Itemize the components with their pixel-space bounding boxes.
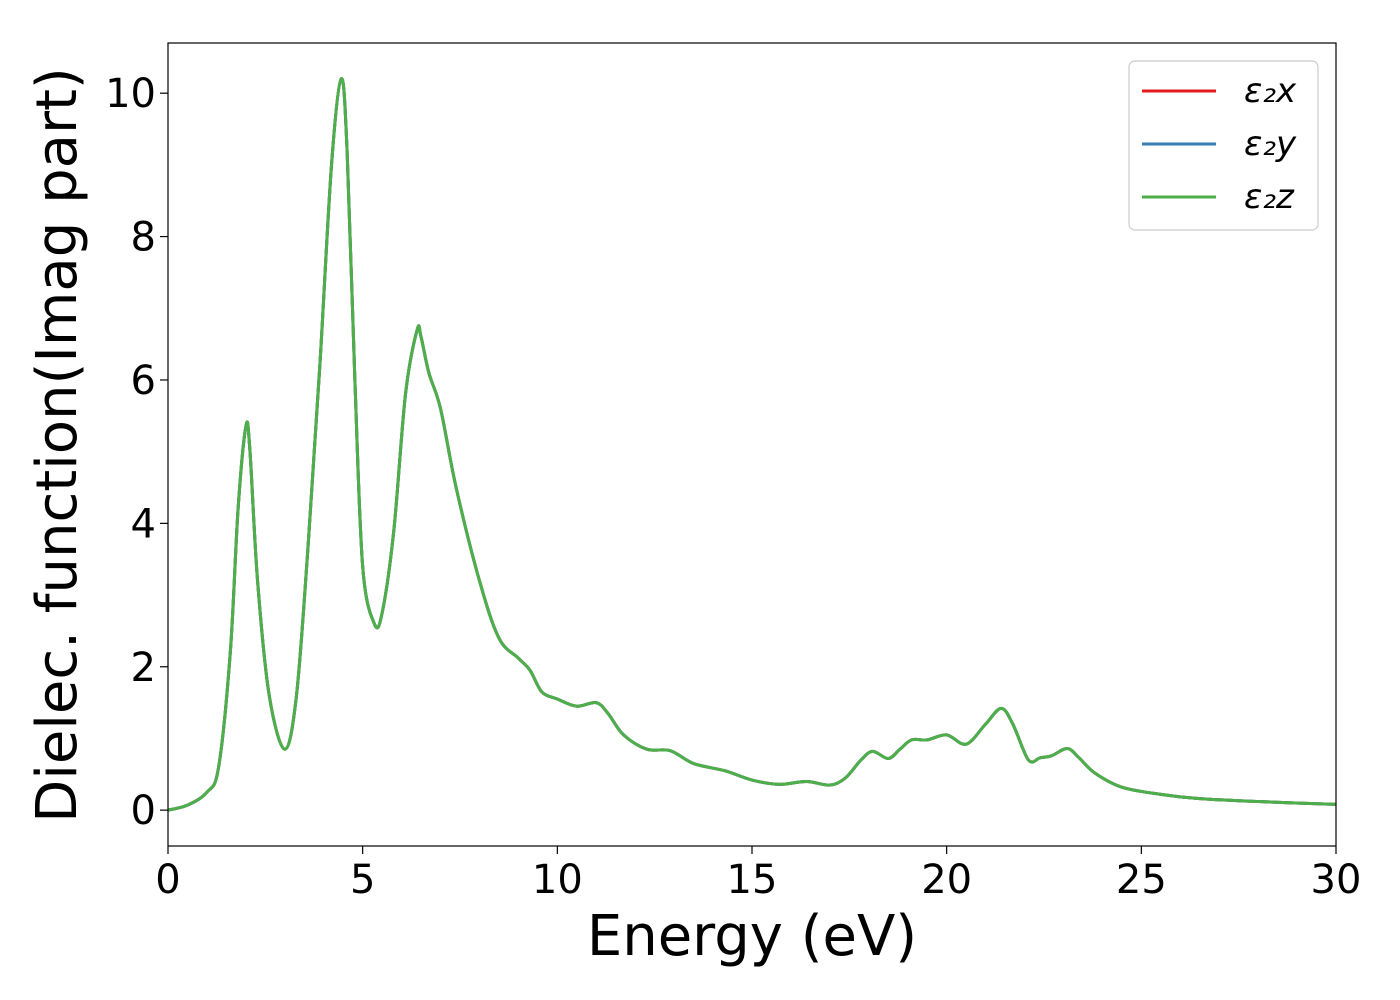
y-tick-label: 6 — [131, 358, 156, 404]
legend-label: ε₂x — [1244, 71, 1297, 111]
y-axis-ticks: 0 2 4 6 8 10 — [105, 71, 168, 834]
x-axis-ticks: 0 5 10 15 20 25 30 — [155, 846, 1361, 903]
x-tick-label: 15 — [727, 857, 778, 903]
x-tick-label: 5 — [350, 857, 375, 903]
legend-label: ε₂y — [1244, 124, 1297, 164]
x-tick-label: 30 — [1311, 857, 1362, 903]
legend-entries: ε₂x ε₂y ε₂z — [1142, 71, 1297, 217]
legend-label: ε₂z — [1244, 177, 1295, 217]
x-tick-label: 20 — [921, 857, 972, 903]
series-line-3 — [168, 77, 1336, 812]
series-layer — [168, 77, 1336, 812]
y-tick-label: 8 — [131, 215, 156, 261]
x-tick-label: 10 — [532, 857, 583, 903]
x-tick-label: 25 — [1116, 857, 1167, 903]
y-tick-label: 4 — [131, 501, 156, 547]
x-axis-label: Energy (eV) — [587, 904, 917, 969]
legend-box — [1128, 60, 1319, 231]
legend: ε₂x ε₂y ε₂z — [1128, 60, 1319, 231]
y-axis-label: Dielec. function(Imag part) — [25, 67, 90, 823]
x-tick-label: 0 — [155, 857, 180, 903]
y-tick-label: 2 — [131, 645, 156, 691]
y-tick-label: 10 — [105, 71, 156, 117]
y-tick-label: 0 — [131, 788, 156, 834]
